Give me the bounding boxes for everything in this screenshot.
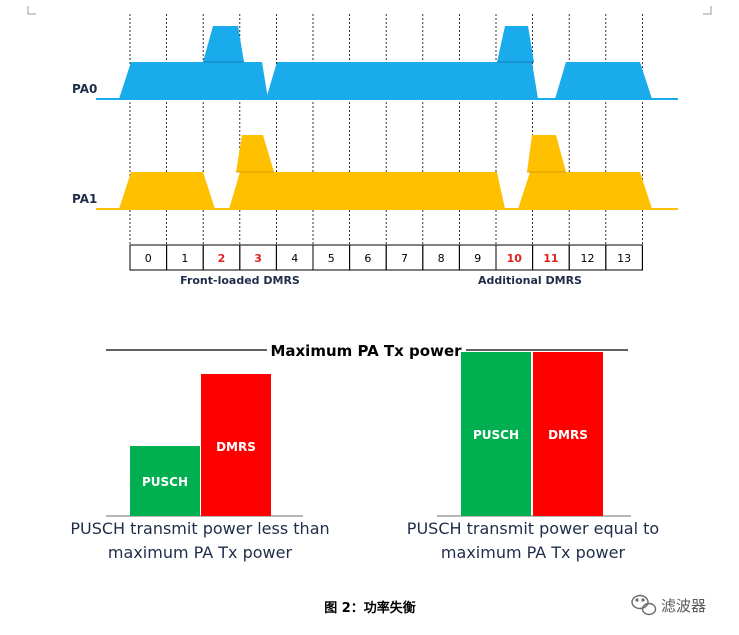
pa1-pulse-1: [119, 172, 215, 209]
left-dmrs-bar-label: DMRS: [216, 440, 256, 454]
slot-number: 10: [507, 252, 523, 265]
slot-number: 0: [145, 252, 152, 265]
right-dmrs-bar-label: DMRS: [548, 428, 588, 442]
front-loaded-dmrs-label: Front-loaded DMRS: [180, 274, 300, 287]
pa0-waveform: PA0: [72, 26, 678, 100]
pa0-pulse-1-peak: [203, 26, 244, 62]
slot-number: 9: [474, 252, 481, 265]
right-bar-group: PUSCH DMRS: [437, 352, 631, 517]
slot-cell: [605, 244, 643, 271]
slot-number: 11: [543, 252, 558, 265]
wechat-icon: [631, 594, 657, 616]
pa1-pulse-3: [518, 172, 652, 209]
pa0-pulse-2: [266, 62, 538, 99]
pa0-pulse-1: [119, 62, 268, 99]
pa1-waveform: PA1: [72, 135, 678, 210]
right-dmrs-bar: [533, 352, 603, 516]
left-dmrs-bar: [201, 374, 271, 516]
pa1-pulse-2-peak: [236, 135, 274, 172]
additional-dmrs-label: Additional DMRS: [478, 274, 582, 287]
slot-number: 3: [254, 252, 262, 265]
right-caption-line-2: maximum PA Tx power: [441, 543, 626, 562]
right-pusch-bar-label: PUSCH: [473, 428, 519, 442]
slot-number: 13: [617, 252, 631, 265]
brand-name: 滤波器: [661, 597, 706, 615]
pa0-label: PA0: [72, 82, 97, 96]
slot-number: 7: [401, 252, 408, 265]
left-pusch-bar: [130, 446, 200, 516]
pa1-label: PA1: [72, 192, 97, 206]
left-bar-group: PUSCH DMRS: [106, 374, 303, 517]
pa0-pulse-3: [555, 62, 652, 99]
crop-marks: [27, 6, 712, 15]
left-caption-line-1: PUSCH transmit power less than: [70, 519, 329, 538]
left-caption-line-2: maximum PA Tx power: [108, 543, 293, 562]
slot-number-row: 0 1 2 3 4 5 6 7 8 9 10 11 12 13: [129, 244, 643, 271]
max-power-line: Maximum PA Tx power: [106, 342, 628, 360]
figure-caption: 图 2：功率失衡: [324, 600, 416, 616]
slot-number: 5: [328, 252, 335, 265]
slot-number: 4: [291, 252, 298, 265]
brand-watermark: 滤波器: [631, 594, 706, 616]
pa1-pulse-3-peak: [527, 135, 566, 172]
max-power-label: Maximum PA Tx power: [270, 342, 462, 360]
pa1-pulse-2: [229, 172, 505, 209]
slot-number: 12: [581, 252, 595, 265]
slot-number: 2: [218, 252, 226, 265]
slot-number: 1: [181, 252, 188, 265]
right-caption-line-1: PUSCH transmit power equal to: [407, 519, 659, 538]
slot-number: 6: [364, 252, 371, 265]
right-pusch-bar: [461, 352, 531, 516]
left-pusch-bar-label: PUSCH: [142, 475, 188, 489]
slot-number: 8: [438, 252, 445, 265]
pa0-pulse-2-peak: [497, 26, 534, 62]
